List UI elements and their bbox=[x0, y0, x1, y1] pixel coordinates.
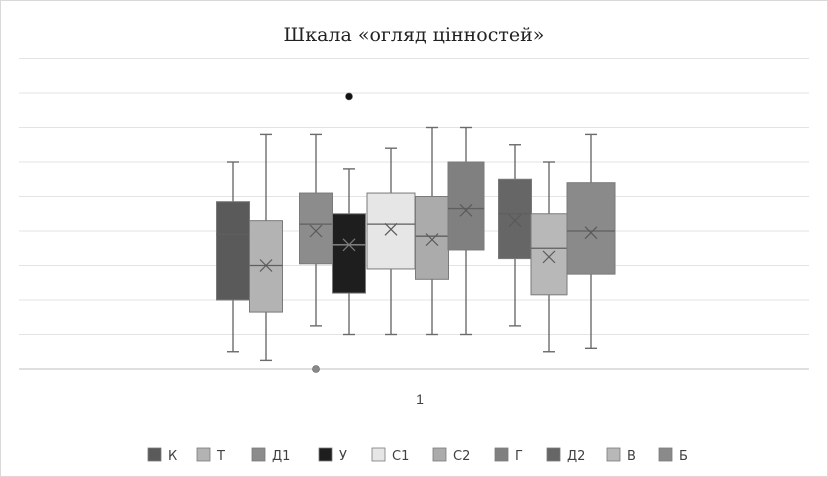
legend-item-С2: С2 bbox=[432, 447, 470, 464]
mean-marker bbox=[508, 214, 522, 228]
mean-marker bbox=[584, 226, 598, 240]
legend-item-Т: Т bbox=[196, 447, 225, 464]
box-series-Т bbox=[249, 133, 283, 362]
legend-swatch bbox=[147, 447, 162, 462]
box-iqr bbox=[249, 220, 283, 313]
box-iqr bbox=[366, 192, 416, 270]
box-series-group bbox=[216, 92, 616, 373]
mean-marker bbox=[459, 203, 473, 217]
mean-marker bbox=[226, 245, 240, 259]
legend-item-У: У bbox=[318, 447, 347, 464]
legend-item-Д1: Д1 bbox=[251, 447, 290, 464]
box-series-Д1 bbox=[299, 133, 333, 373]
legend-label: Б bbox=[679, 449, 688, 464]
box-series-С1 bbox=[366, 147, 416, 336]
box-iqr bbox=[566, 182, 616, 275]
chart-title: Шкала «огляд цінностей» bbox=[284, 24, 545, 46]
legend-item-В: В bbox=[606, 447, 636, 464]
mean-marker bbox=[259, 259, 273, 272]
box-iqr bbox=[415, 196, 449, 280]
box-series-К bbox=[216, 161, 250, 353]
legend-item-С1: С1 bbox=[371, 447, 409, 464]
legend-label: Д2 bbox=[567, 449, 585, 464]
outlier-point bbox=[345, 92, 353, 101]
x-tick-label: 1 bbox=[416, 391, 424, 407]
box-iqr bbox=[332, 213, 366, 294]
legend-swatch bbox=[371, 447, 386, 462]
legend-swatch bbox=[494, 447, 509, 462]
legend-swatch bbox=[658, 447, 673, 462]
legend-label: Д1 bbox=[272, 449, 290, 464]
mean-marker bbox=[542, 250, 556, 264]
legend-label: К bbox=[168, 449, 177, 464]
box-series-Б bbox=[566, 133, 616, 349]
outlier-point bbox=[312, 365, 320, 373]
legend-label: В bbox=[627, 449, 636, 464]
box-iqr bbox=[447, 161, 485, 251]
legend-swatch bbox=[432, 447, 447, 462]
legend-swatch bbox=[606, 447, 621, 462]
box-iqr bbox=[530, 213, 568, 296]
box-series-У bbox=[332, 92, 366, 336]
box-series-Г bbox=[447, 126, 485, 336]
mean-marker bbox=[384, 222, 398, 236]
legend-swatch bbox=[196, 447, 211, 462]
legend-label: С2 bbox=[453, 449, 470, 464]
legend: К Т Д1 У С1 С2 Г Д2 В Б bbox=[147, 447, 688, 464]
legend-label: С1 bbox=[392, 449, 409, 464]
legend-swatch bbox=[251, 447, 266, 462]
mean-marker bbox=[342, 238, 356, 252]
box-series-Д2 bbox=[498, 144, 532, 327]
legend-item-Д2: Д2 bbox=[546, 447, 585, 464]
legend-label: Г bbox=[515, 449, 523, 464]
mean-marker bbox=[309, 224, 323, 238]
legend-label: У bbox=[339, 449, 347, 464]
legend-item-К: К bbox=[147, 447, 177, 464]
legend-label: Т bbox=[216, 449, 225, 464]
legend-item-Г: Г bbox=[494, 447, 523, 464]
mean-marker bbox=[425, 233, 439, 247]
legend-swatch bbox=[546, 447, 561, 462]
box-series-В bbox=[530, 161, 568, 353]
box-iqr bbox=[498, 178, 532, 260]
legend-swatch bbox=[318, 447, 333, 462]
legend-item-Б: Б bbox=[658, 447, 688, 464]
box-iqr bbox=[299, 192, 333, 265]
box-iqr bbox=[216, 201, 250, 301]
box-series-С2 bbox=[415, 126, 449, 336]
